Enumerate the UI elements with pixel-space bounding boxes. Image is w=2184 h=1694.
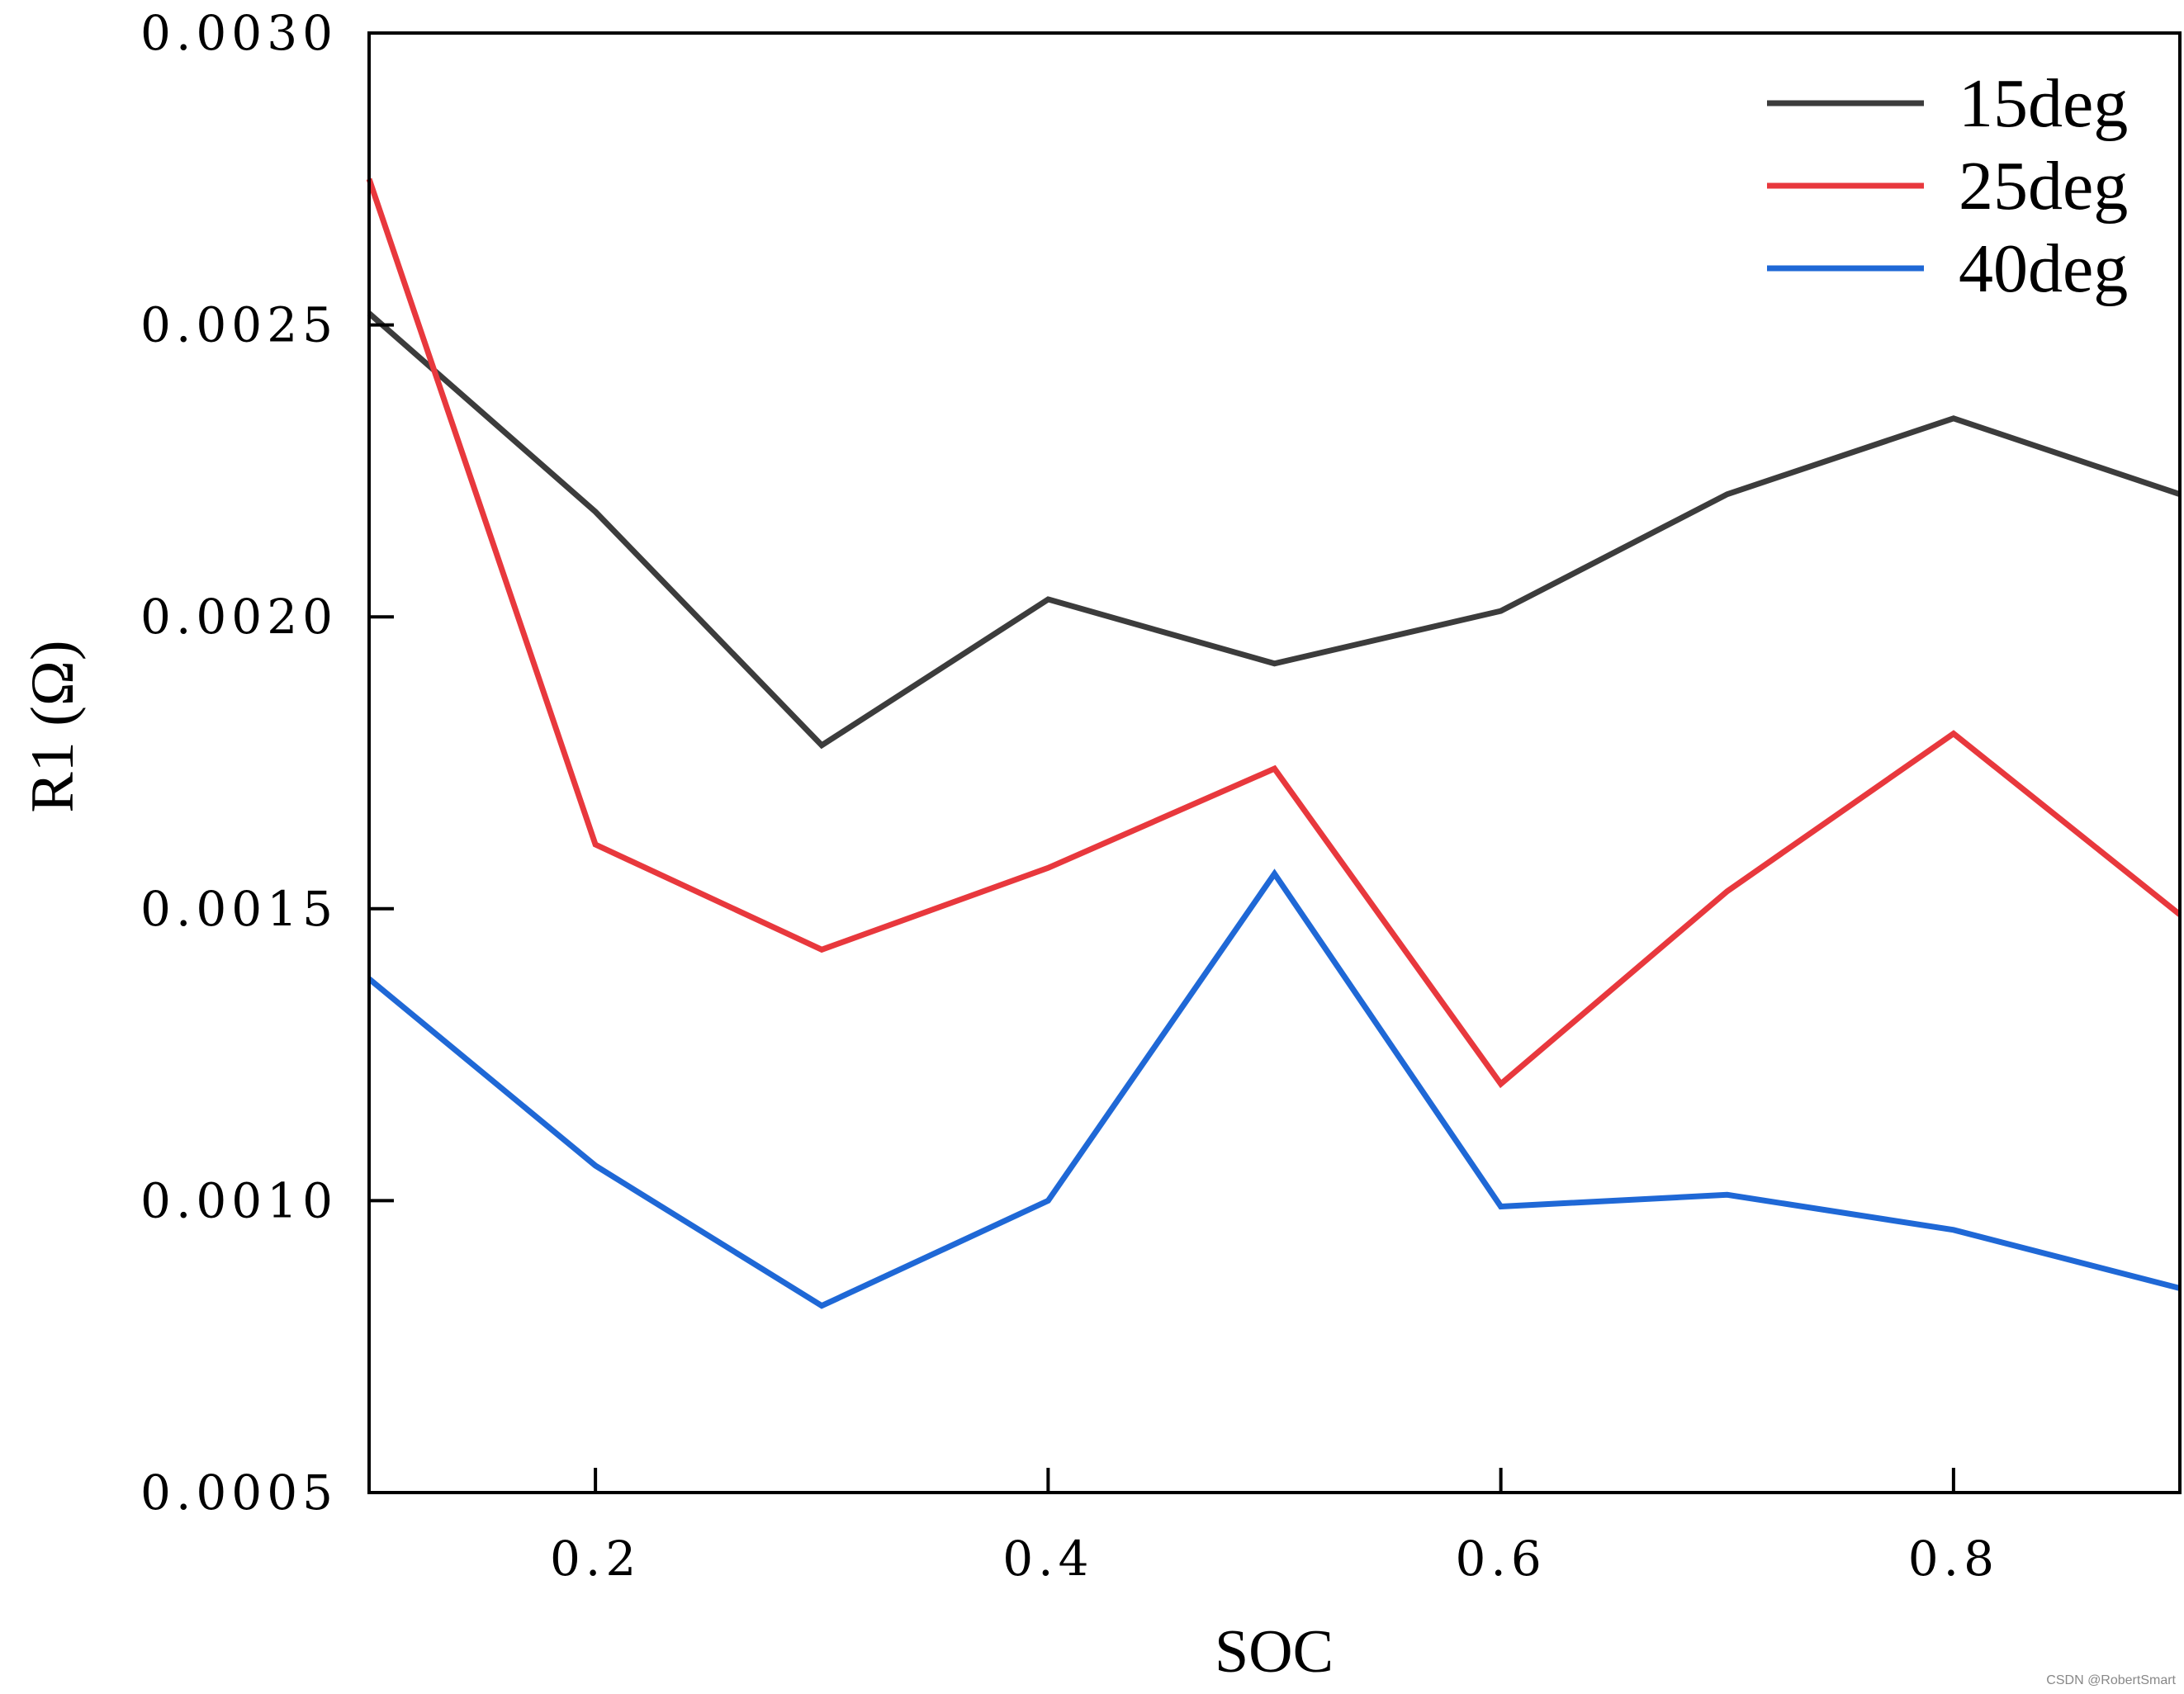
x-tick-label: 0.4 — [1002, 1531, 1093, 1587]
y-tick-label: 0.0010 — [140, 1172, 338, 1228]
y-tick-label: 0.0020 — [140, 589, 338, 645]
x-tick-label: 0.2 — [550, 1531, 641, 1587]
ticks-layer: 0.2 0.4 0.6 0.8 0.0005 0.0010 0.0015 0.0020 0.00… — [140, 5, 1999, 1587]
series-line-15deg — [367, 310, 2182, 750]
series-line-40deg — [367, 868, 2181, 1309]
legend-label-25deg: 25deg — [1959, 148, 2128, 225]
y-tick-label: 0.0015 — [140, 881, 338, 937]
x-tick-label: 0.8 — [1908, 1531, 1999, 1587]
x-tick-label: 0.6 — [1456, 1531, 1547, 1587]
y-tick-label: 0.0005 — [140, 1465, 338, 1521]
y-tick-label: 0.0025 — [140, 297, 338, 353]
y-axis-title: R1 (Ω) — [19, 640, 87, 812]
series-line-25deg — [366, 177, 2182, 1089]
legend-label-15deg: 15deg — [1959, 65, 2128, 142]
y-tick-label: 0.0030 — [140, 5, 338, 61]
watermark: CSDN @RobertSmart — [2046, 1673, 2176, 1687]
series-layer — [366, 177, 2182, 1309]
legend-label-40deg: 40deg — [1959, 230, 2128, 307]
plot-frame — [367, 31, 2182, 1494]
x-axis-title: SOC — [1215, 1618, 1334, 1686]
